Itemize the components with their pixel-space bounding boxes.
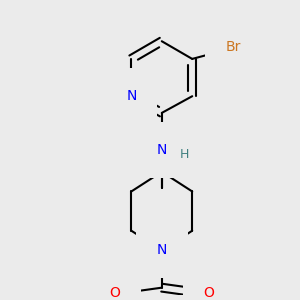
Text: N: N: [157, 143, 167, 157]
Text: N: N: [126, 89, 136, 103]
Text: N: N: [157, 243, 167, 257]
Text: Br: Br: [226, 40, 241, 54]
Text: O: O: [109, 286, 120, 300]
Text: O: O: [203, 286, 214, 300]
Text: H: H: [179, 148, 189, 160]
